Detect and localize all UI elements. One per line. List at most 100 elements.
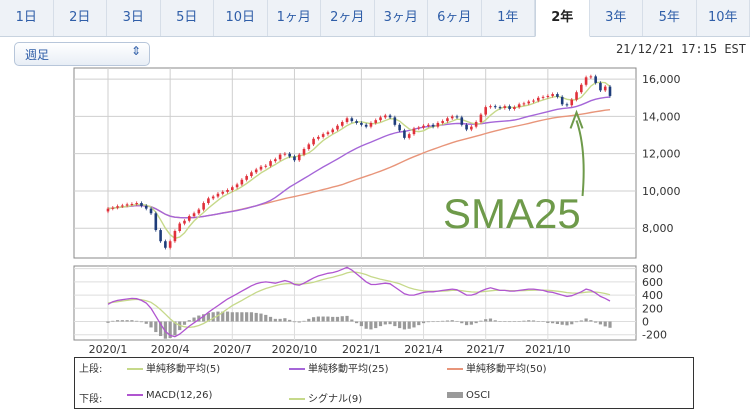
macd-line [107, 266, 611, 338]
tab-4[interactable]: 10日 [214, 0, 268, 36]
candle-body [580, 84, 583, 93]
candle-body [360, 122, 363, 125]
candle-body [431, 124, 435, 127]
tab-1[interactable]: 2日 [54, 0, 107, 36]
tab-11[interactable]: 3年 [590, 0, 643, 36]
tab-9[interactable]: 1年 [482, 0, 535, 36]
osci-bar [307, 318, 311, 322]
osci-bar [522, 320, 526, 322]
legend-sma25-label: 単純移動平均(25) [308, 364, 389, 375]
osci-bar [216, 311, 220, 322]
legend-sma5: 単純移動平均(5) [127, 360, 220, 375]
candle-body [278, 154, 282, 160]
candle-body [479, 114, 483, 123]
legend-sma50: 単純移動平均(50) [447, 360, 547, 375]
tab-5[interactable]: 1ヶ月 [268, 0, 321, 36]
candle-body [465, 124, 468, 130]
candle-body [565, 104, 569, 106]
candle-body [446, 118, 449, 122]
osci-bar [455, 320, 459, 322]
tab-0[interactable]: 1日 [0, 0, 54, 36]
tab-10[interactable]: 2年 [535, 0, 590, 37]
osci-bar [130, 320, 134, 322]
candle-body [460, 117, 464, 125]
legend-macd-label: MACD(12,26) [146, 390, 213, 401]
osci-bar [158, 321, 163, 337]
osci-bar [431, 321, 435, 323]
osci-bar [125, 320, 129, 322]
legend-sma5-label: 単純移動平均(5) [146, 364, 221, 375]
tab-7[interactable]: 3ヶ月 [375, 0, 428, 36]
osci-bar [560, 321, 564, 325]
legend-sma50-label: 単純移動平均(50) [466, 364, 547, 375]
candle-body [388, 115, 392, 118]
osci-bar [297, 321, 301, 323]
signal-line [107, 271, 611, 329]
legend-signal: シグナル(9) [289, 390, 362, 405]
main-ytick-label: 14,000 [642, 110, 681, 123]
osci-bar [326, 316, 330, 322]
candle-body [211, 196, 215, 199]
osci-bar [292, 321, 297, 323]
candle-body [379, 117, 382, 121]
osci-bar [426, 321, 430, 323]
candle-body [422, 125, 425, 128]
chart-legend: 上段: 単純移動平均(5) 単純移動平均(25) 単純移動平均(50) 下段: … [74, 357, 694, 409]
candle-body [259, 166, 263, 170]
legend-macd: MACD(12,26) [127, 390, 212, 401]
candle-body [297, 154, 301, 161]
candle-body [403, 130, 406, 138]
tab-2[interactable]: 3日 [107, 0, 161, 36]
osci-bar [197, 315, 201, 322]
osci-bar [484, 319, 488, 322]
tab-3[interactable]: 5日 [161, 0, 214, 36]
candle-body [221, 191, 225, 194]
osci-bar [565, 321, 569, 326]
candle-body [140, 203, 143, 206]
osci-bar [589, 320, 593, 322]
candle-body [436, 122, 440, 127]
osci-bar [302, 320, 306, 322]
sma-line-5 [107, 81, 611, 240]
osci-bar [469, 321, 473, 325]
osci-bar [259, 313, 263, 322]
osci-bar [149, 321, 153, 328]
candle-body [493, 106, 497, 108]
candle-body [231, 187, 234, 191]
chevron-up-down-icon: ⇕ [130, 44, 141, 58]
candle-body [450, 116, 454, 119]
sub-ytick-label: 400 [642, 289, 663, 302]
osci-bar [230, 312, 234, 322]
osci-bar [278, 318, 282, 322]
candle-body [374, 120, 378, 123]
candle-body [245, 176, 248, 180]
sma-line-25 [107, 96, 611, 219]
candle-body [369, 122, 373, 127]
candle-body [264, 165, 268, 167]
candle-body [293, 156, 296, 161]
osci-bar [378, 321, 383, 327]
osci-bar [402, 321, 407, 330]
tab-12[interactable]: 5年 [643, 0, 697, 36]
candle-interval-select[interactable]: 週足 ⇕ [14, 42, 150, 66]
candle-body [355, 121, 358, 123]
osci-bar [311, 317, 316, 322]
tab-8[interactable]: 6ヶ月 [428, 0, 482, 36]
candle-body [383, 115, 387, 118]
legend-upper-label: 上段: [79, 364, 103, 375]
osci-bar [441, 320, 445, 322]
sub-ytick-label: 200 [642, 302, 663, 315]
osci-bar [508, 321, 512, 323]
osci-bar [240, 312, 244, 322]
candle-body [135, 203, 138, 205]
candle-body [164, 241, 167, 248]
osci-bar [488, 318, 493, 322]
osci-bar [288, 319, 292, 322]
candle-body [130, 203, 134, 205]
osci-bar [355, 321, 359, 324]
candle-body [474, 122, 478, 127]
osci-bar [340, 316, 344, 322]
tab-6[interactable]: 2ヶ月 [321, 0, 375, 36]
xtick-label: 2020/4 [151, 343, 190, 356]
